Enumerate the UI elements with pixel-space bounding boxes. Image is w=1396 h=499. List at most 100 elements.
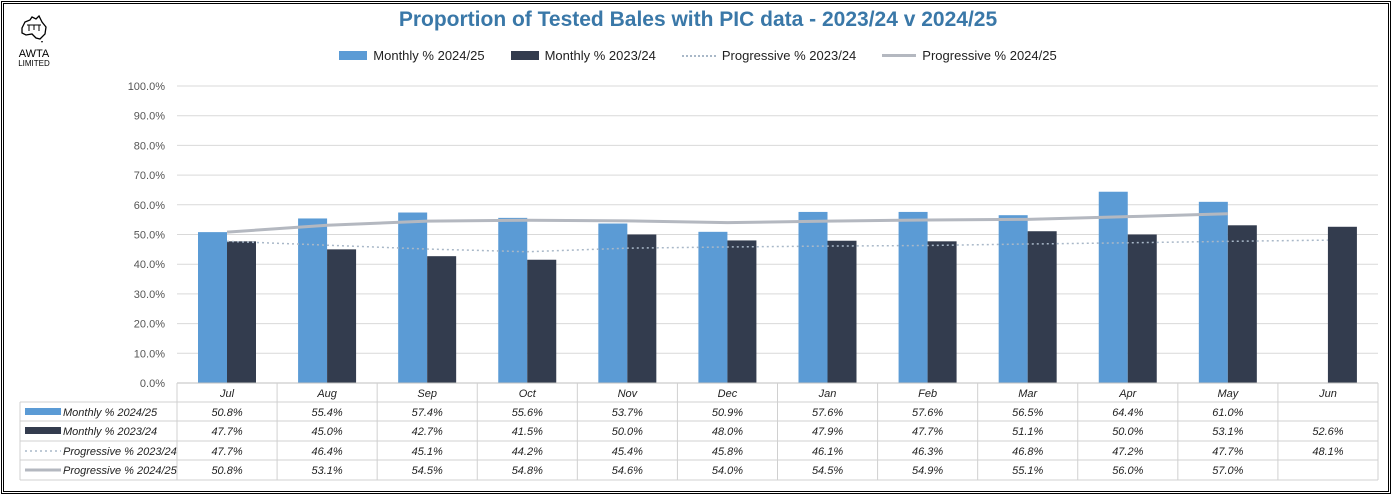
table-cell: 57.4% [412, 407, 443, 419]
chart-title: Proportion of Tested Bales with PIC data… [398, 8, 998, 31]
bar-oct-s1 [527, 259, 557, 383]
australia-map-icon [21, 14, 47, 43]
table-cell: 50.0% [1112, 426, 1143, 438]
table-cell: 45.0% [312, 426, 343, 438]
legend-swatch [681, 54, 716, 57]
legend-item-monthly-2425[interactable]: Monthly % 2024/25 [339, 48, 485, 63]
table-cell: 55.1% [1012, 465, 1043, 477]
table-cell: 48.1% [1312, 446, 1343, 458]
bar-sep-s1 [427, 256, 457, 383]
bar-nov-s1 [627, 234, 657, 383]
table-cell: 42.7% [412, 426, 443, 438]
bar-apr-s0 [1098, 191, 1128, 383]
table-cell: 54.9% [912, 465, 943, 477]
table-cell: 50.8% [211, 407, 242, 419]
y-tick-label: 0.0% [140, 378, 165, 390]
table-cell: 54.5% [412, 465, 443, 477]
bar-aug-s1 [327, 249, 357, 383]
table-cell: 57.6% [912, 407, 943, 419]
table-cell: 55.4% [312, 407, 343, 419]
table-cell: 54.0% [712, 465, 743, 477]
bar-may-s1 [1227, 225, 1257, 383]
bar-jan-s1 [827, 240, 857, 383]
legend-label: Monthly % 2023/24 [544, 48, 656, 63]
table-cell: 54.5% [812, 465, 843, 477]
logo-subtext: LIMITED [18, 59, 50, 68]
table-cell: 46.4% [312, 446, 343, 458]
bar-feb-s0 [898, 211, 928, 383]
table-cell: 53.1% [312, 465, 343, 477]
legend-swatch [510, 51, 539, 60]
table-cell: 46.1% [812, 446, 843, 458]
table-header-feb: Feb [918, 388, 937, 400]
table-header-dec: Dec [718, 388, 738, 400]
bar-feb-s1 [927, 241, 957, 383]
y-tick-label: 70.0% [134, 170, 165, 182]
table-header-jun: Jun [1318, 388, 1337, 400]
bar-dec-s1 [727, 240, 757, 383]
bar-jul-s1 [227, 241, 256, 383]
line-progressive-2024-25 [226, 212, 1228, 234]
bar-nov-s0 [598, 223, 628, 383]
legend-label: Monthly % 2024/25 [373, 48, 485, 63]
table-cell: 50.8% [211, 465, 242, 477]
bar-mar-s0 [998, 215, 1028, 383]
table-cell: 55.6% [512, 407, 543, 419]
table-cell: 46.8% [1012, 446, 1043, 458]
table-cell: 50.9% [712, 407, 743, 419]
table-header-jan: Jan [818, 388, 837, 400]
legend-swatch [339, 51, 368, 60]
table-header-aug: Aug [316, 388, 337, 400]
table-cell: 57.0% [1212, 465, 1243, 477]
table-row-label: Monthly % 2023/24 [63, 426, 157, 438]
table-cell: 64.4% [1112, 407, 1143, 419]
table-cell: 45.8% [712, 446, 743, 458]
table-cell: 51.1% [1012, 426, 1043, 438]
table-legend-key [25, 427, 61, 434]
legend-item-monthly-2324[interactable]: Monthly % 2023/24 [510, 48, 656, 63]
line-progressive-2023-24 [227, 239, 1328, 253]
table-cell: 46.3% [912, 446, 943, 458]
legend-item-progressive-2425[interactable]: Progressive % 2024/25 [882, 48, 1057, 63]
table-cell: 57.6% [812, 407, 843, 419]
table-header-apr: Apr [1118, 388, 1137, 400]
table-row-label: Monthly % 2024/25 [63, 407, 158, 419]
table-cell: 53.1% [1212, 426, 1243, 438]
y-tick-label: 100.0% [128, 81, 166, 93]
table-header-may: May [1217, 388, 1239, 400]
table-cell: 47.7% [211, 446, 242, 458]
table-cell: 52.6% [1312, 426, 1343, 438]
bar-oct-s0 [498, 217, 528, 383]
table-cell: 45.1% [412, 446, 443, 458]
legend-label: Progressive % 2023/24 [721, 48, 857, 63]
table-cell: 53.7% [612, 407, 643, 419]
table-cell: 41.5% [512, 426, 543, 438]
bar-jun-s1 [1327, 226, 1357, 383]
table-cell: 47.7% [1212, 446, 1243, 458]
bar-jul-s0 [198, 232, 227, 383]
table-header-mar: Mar [1018, 388, 1038, 400]
table-row-label: Progressive % 2023/24 [63, 446, 177, 458]
table-header-nov: Nov [618, 388, 639, 400]
table-cell: 54.8% [512, 465, 543, 477]
table-header-jul: Jul [219, 388, 235, 400]
table-cell: 47.7% [912, 426, 943, 438]
table-cell: 44.2% [512, 446, 543, 458]
bar-mar-s1 [1027, 231, 1057, 383]
table-header-oct: Oct [519, 388, 537, 400]
logo-text: AWTA [18, 48, 50, 60]
bar-sep-s0 [398, 212, 428, 383]
table-cell: 56.5% [1012, 407, 1043, 419]
y-tick-label: 50.0% [134, 230, 165, 242]
legend-item-progressive-2324[interactable]: Progressive % 2023/24 [681, 48, 857, 63]
bar-may-s0 [1198, 201, 1228, 383]
table-cell: 61.0% [1212, 407, 1243, 419]
legend-swatch [882, 54, 917, 57]
y-tick-label: 30.0% [134, 289, 165, 301]
table-cell: 47.7% [211, 426, 242, 438]
bar-apr-s1 [1127, 234, 1157, 383]
y-tick-label: 80.0% [134, 140, 165, 152]
table-cell: 50.0% [612, 426, 643, 438]
table-cell: 48.0% [712, 426, 743, 438]
